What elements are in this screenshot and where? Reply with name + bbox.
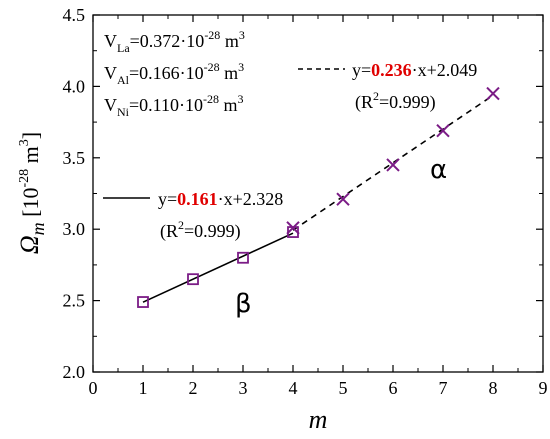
x-tick-labels: 0 1 2 3 4 5 6 7 8 9 [89,378,548,398]
square-marker [187,273,199,286]
fit-lines [142,94,494,303]
fit-equation-beta: y=0.161·x+2.328 [158,189,283,209]
fit-legend-beta: y=0.161·x+2.328 (R2=0.999) [103,189,283,242]
x-tick-label-4: 4 [289,378,298,398]
x-tick-label-3: 3 [239,378,248,398]
x-marker [386,158,400,172]
y-tick-labels: 2.0 2.5 3.0 3.5 4.0 4.5 [63,5,86,382]
y-axis-symbol: Ω [15,235,44,254]
y-tick-label-4.5: 4.5 [63,5,86,25]
volume-label-ni: VNi=0.110·10-28 m3 [104,92,244,119]
y-tick-label-2.5: 2.5 [63,291,86,311]
x-marker [286,221,300,235]
x-axis-title: m [309,405,328,434]
square-marker [237,251,249,264]
y-tick-label-4.0: 4.0 [63,76,86,96]
fit-r2-alpha: (R2=0.999) [355,89,436,113]
x-tick-label-8: 8 [489,378,498,398]
x-marker-stroke [486,86,500,101]
y-tick-label-2.0: 2.0 [63,362,86,382]
fit-legend-alpha: y=0.236·x+2.049 (R2=0.999) [298,60,477,113]
x-tick-label-6: 6 [389,378,398,398]
x-marker-stroke [286,221,300,235]
x-tick-label-9: 9 [539,378,548,398]
volume-label-la: VLa=0.372·10-28 m3 [104,28,245,55]
x-tick-label-7: 7 [439,378,448,398]
y-axis-unit-exp: -28 [17,169,32,188]
volume-label-al: VAl=0.166·10-28 m3 [104,60,244,87]
x-marker-stroke [386,158,400,172]
x-marker [486,86,500,101]
y-tick-label-3.0: 3.0 [63,219,86,239]
fit-r2-beta: (R2=0.999) [160,218,241,242]
y-tick-label-3.5: 3.5 [63,148,86,168]
axis-ticks [92,14,544,373]
y-axis-title: Ωm [10-28 m3] [15,132,48,254]
y-axis-unit-close: m [18,146,43,169]
phase-label-beta: β [235,289,252,319]
x-tick-label-2: 2 [189,378,198,398]
x-marker-stroke [436,123,450,138]
phase-label-alpha: α [430,155,447,185]
fit-line-beta [142,232,294,303]
x-tick-label-5: 5 [339,378,348,398]
data-markers [137,86,500,308]
y-axis-subscript: m [28,222,48,235]
x-marker [436,123,450,138]
fit-line-alpha [292,94,494,231]
square-marker [137,296,149,308]
y-axis-unit-end: ] [18,132,43,139]
y-axis-unit-open: [10 [18,187,43,222]
y-axis-unit-close-exp: 3 [17,139,32,146]
fit-equation-alpha: y=0.236·x+2.049 [352,60,477,80]
x-marker-stroke [336,192,350,206]
volume-labels: VLa=0.372·10-28 m3 VAl=0.166·10-28 m3 VN… [104,28,245,119]
x-tick-label-0: 0 [89,378,98,398]
x-marker [336,192,350,206]
x-tick-label-1: 1 [139,378,148,398]
